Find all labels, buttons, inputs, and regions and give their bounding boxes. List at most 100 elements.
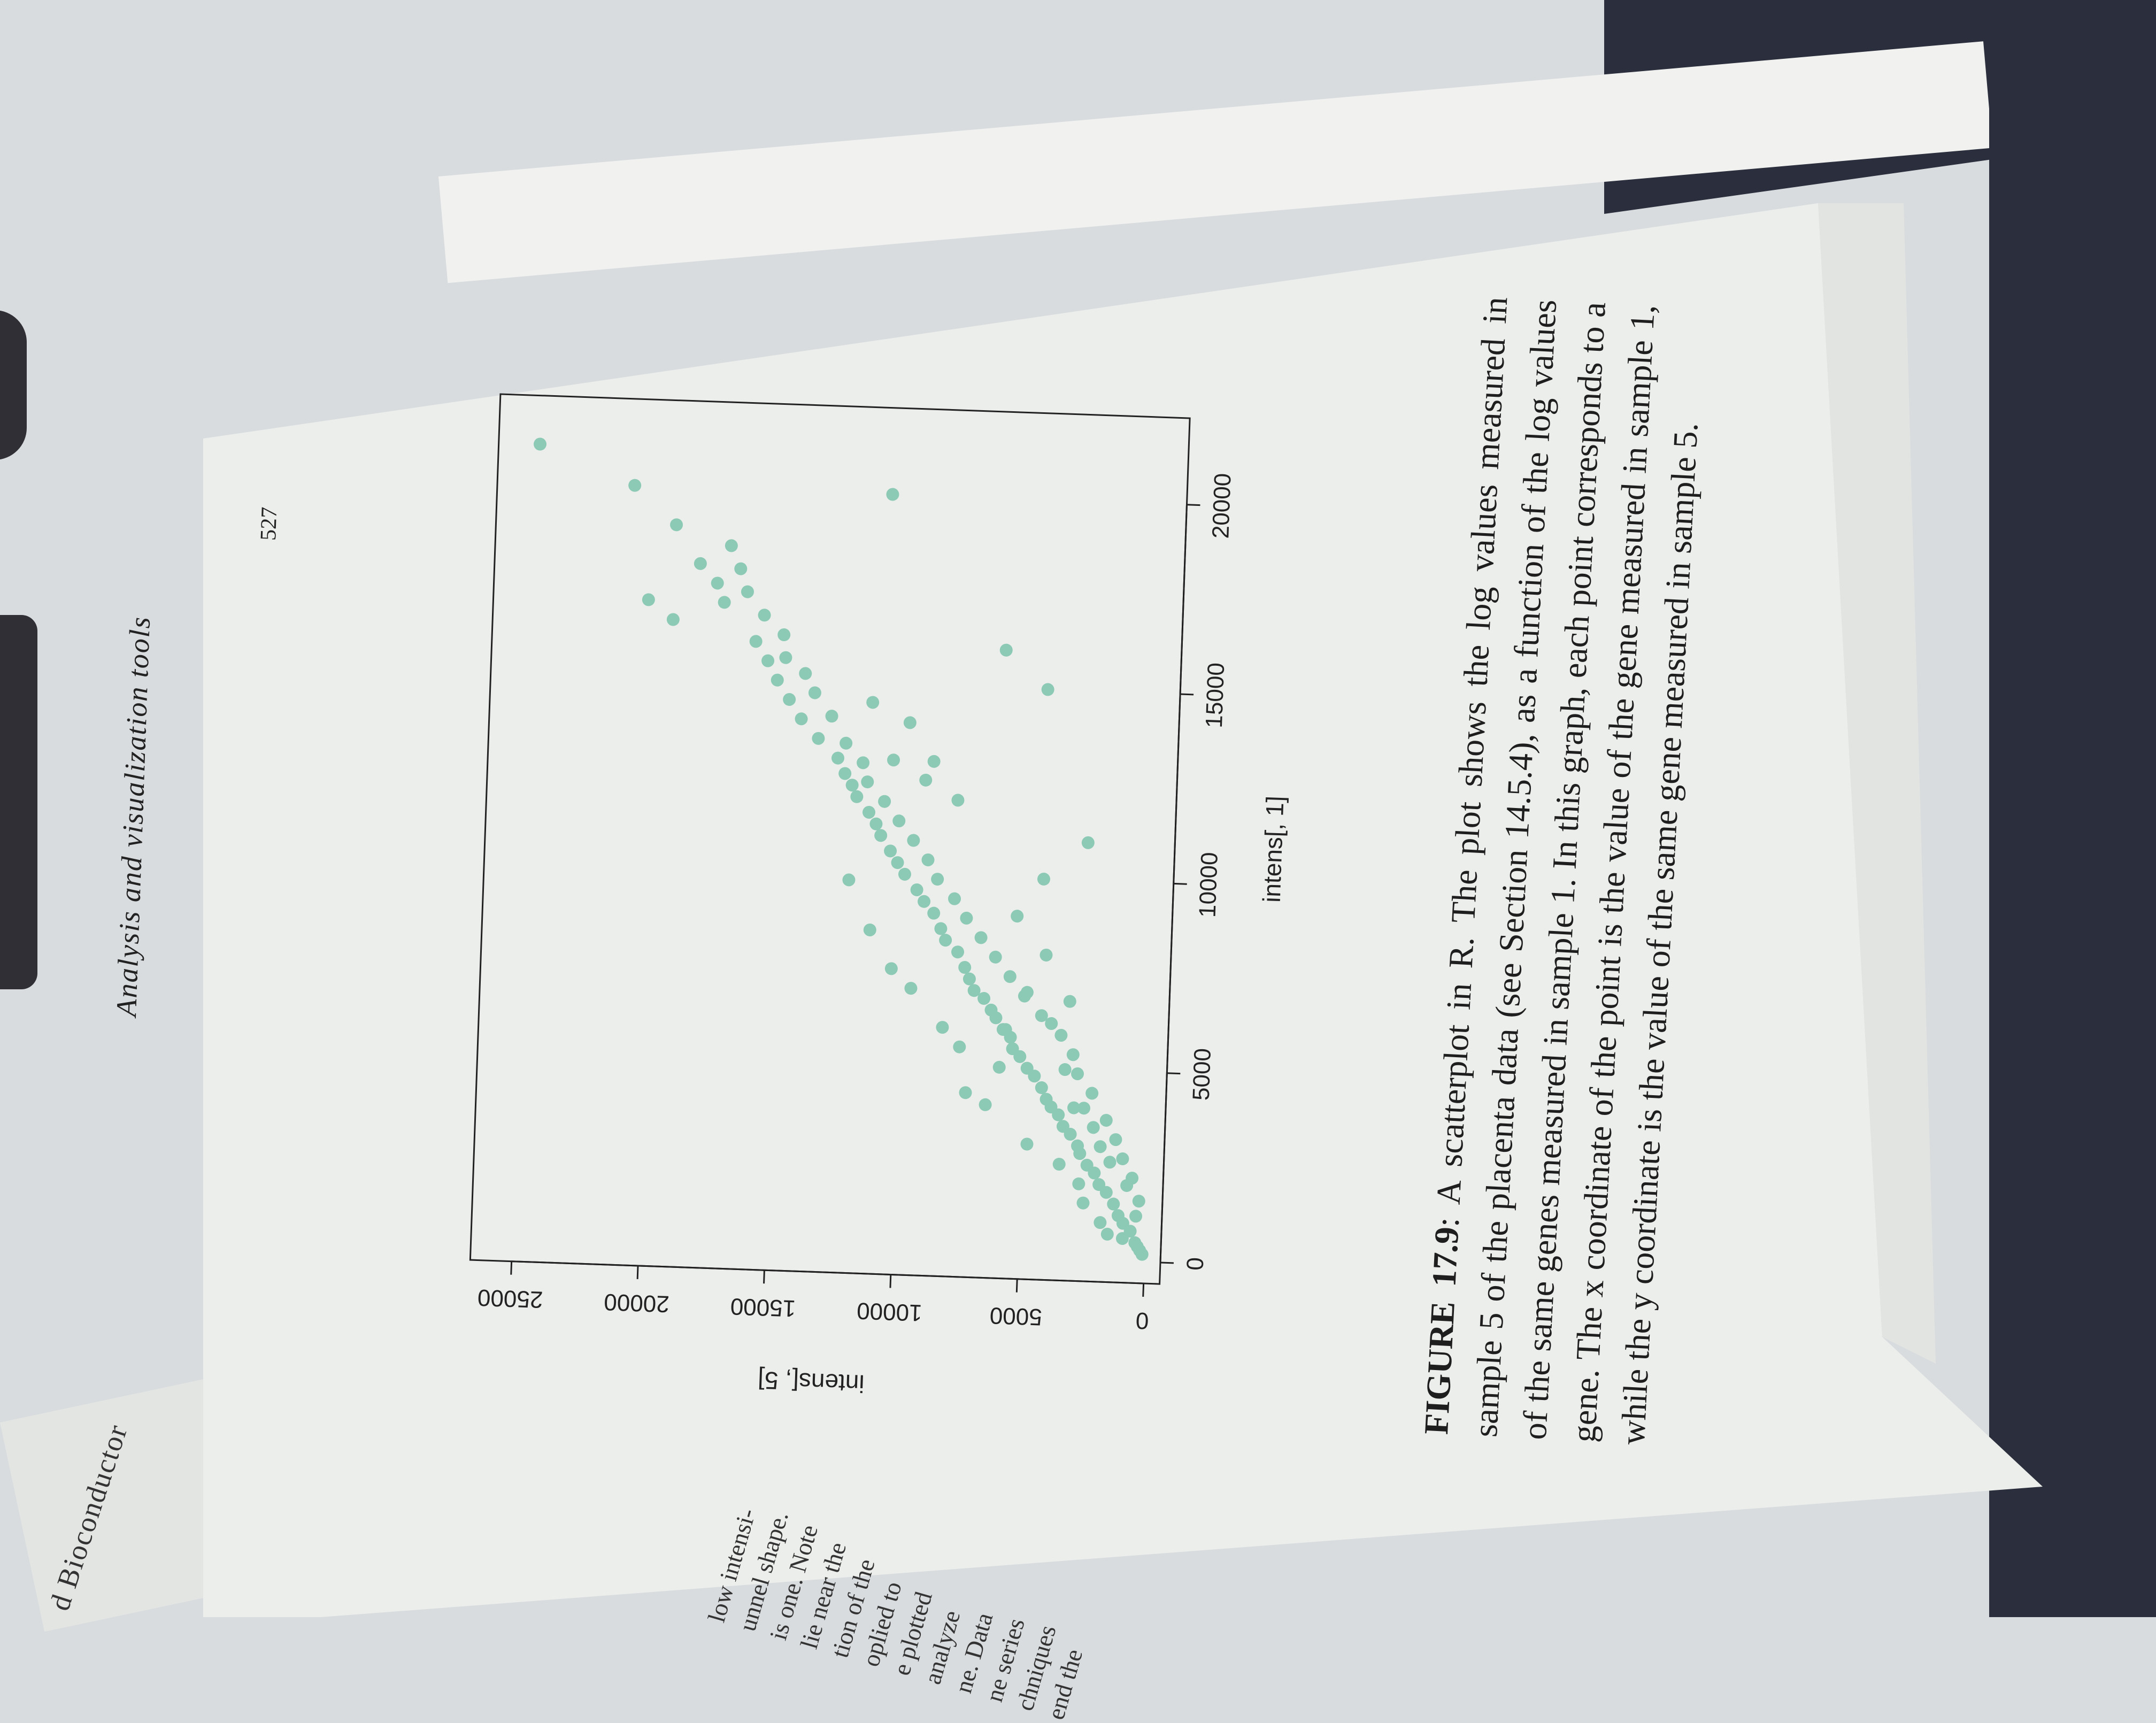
data-point bbox=[977, 992, 991, 1005]
y-tick bbox=[510, 1261, 513, 1275]
data-point bbox=[1132, 1195, 1145, 1208]
data-point bbox=[628, 479, 642, 492]
data-point bbox=[948, 892, 961, 905]
data-point bbox=[907, 834, 920, 847]
data-point bbox=[904, 982, 918, 995]
scatter-plot: 0 5000 10000 15000 20000 intens[, 1] 0 5000 1000… bbox=[469, 393, 1289, 1398]
x-tick bbox=[1173, 882, 1187, 885]
data-point bbox=[884, 844, 897, 858]
data-point bbox=[795, 712, 808, 726]
y-tick-label: 0 bbox=[1135, 1307, 1149, 1334]
data-point bbox=[1040, 1093, 1053, 1106]
data-point bbox=[1020, 1137, 1034, 1151]
y-tick bbox=[1142, 1283, 1145, 1297]
data-point bbox=[1037, 872, 1050, 886]
data-point bbox=[1092, 1178, 1106, 1191]
x-tick-label: 5000 bbox=[1188, 1048, 1216, 1101]
data-point bbox=[1109, 1133, 1122, 1147]
rotated-page: Analysis and visualization tools 527 0 50… bbox=[43, 296, 1705, 1722]
x-tick-label: 0 bbox=[1182, 1257, 1209, 1271]
desk-background bbox=[0, 0, 2156, 1617]
data-point bbox=[1116, 1152, 1129, 1166]
data-point bbox=[1035, 1081, 1048, 1095]
book-cover-lower bbox=[1989, 107, 2156, 1617]
data-point bbox=[999, 643, 1013, 657]
data-point bbox=[694, 557, 707, 570]
data-point bbox=[741, 585, 754, 598]
data-point bbox=[666, 613, 680, 626]
data-point bbox=[953, 1040, 966, 1053]
data-point bbox=[1006, 1042, 1019, 1056]
data-point bbox=[891, 856, 904, 870]
data-point bbox=[951, 945, 965, 959]
y-tick bbox=[763, 1270, 765, 1284]
data-point bbox=[1099, 1113, 1113, 1127]
data-point bbox=[1003, 970, 1017, 983]
data-point bbox=[1107, 1197, 1120, 1211]
y-axis-line bbox=[511, 1260, 1144, 1284]
data-point bbox=[799, 667, 812, 680]
x-axis-label: intens[, 1] bbox=[1258, 795, 1289, 903]
data-point bbox=[1011, 910, 1024, 923]
page-shadow bbox=[1818, 203, 1936, 1364]
data-point bbox=[1018, 989, 1031, 1003]
data-point bbox=[771, 673, 784, 687]
x-axis-line bbox=[1159, 504, 1188, 1263]
dark-object bbox=[0, 615, 37, 989]
y-tick-label: 25000 bbox=[477, 1284, 543, 1313]
data-point bbox=[777, 628, 791, 642]
data-point bbox=[934, 922, 948, 935]
page-sheet bbox=[203, 203, 2043, 1617]
data-point bbox=[1103, 1156, 1116, 1169]
data-point bbox=[931, 873, 944, 886]
data-point bbox=[1056, 1120, 1069, 1133]
x-tick bbox=[1167, 1072, 1181, 1075]
y-tick-label: 20000 bbox=[604, 1289, 670, 1317]
data-point bbox=[1126, 1172, 1139, 1185]
figure-label: FIGURE 17.9 bbox=[1416, 1226, 1466, 1436]
data-point bbox=[1094, 1216, 1107, 1229]
data-point bbox=[1066, 1048, 1080, 1062]
data-point bbox=[1052, 1158, 1066, 1171]
dark-object-top bbox=[0, 310, 27, 460]
data-point bbox=[749, 635, 763, 648]
x-tick-label: 10000 bbox=[1195, 852, 1223, 918]
data-point bbox=[999, 1023, 1012, 1036]
y-tick bbox=[636, 1265, 639, 1279]
data-point bbox=[840, 736, 853, 750]
data-point bbox=[921, 853, 935, 866]
data-point bbox=[670, 518, 683, 532]
data-point bbox=[812, 732, 825, 745]
x-tick bbox=[1180, 693, 1194, 696]
data-point bbox=[1111, 1209, 1125, 1222]
data-point bbox=[962, 972, 976, 986]
data-point bbox=[919, 773, 933, 787]
data-point bbox=[958, 961, 972, 974]
data-point bbox=[884, 962, 898, 975]
data-point bbox=[1063, 995, 1076, 1008]
data-point bbox=[936, 1021, 949, 1034]
data-point bbox=[1072, 1177, 1085, 1190]
data-point bbox=[845, 779, 859, 792]
data-point bbox=[1020, 1062, 1034, 1075]
data-point bbox=[779, 651, 792, 664]
data-point bbox=[1094, 1140, 1107, 1153]
book-page bbox=[203, 203, 2043, 1617]
data-point bbox=[831, 751, 845, 765]
x-tick-label: 15000 bbox=[1201, 662, 1229, 728]
data-point bbox=[967, 984, 981, 997]
data-point bbox=[857, 756, 870, 770]
data-point bbox=[1071, 1139, 1084, 1152]
data-point bbox=[842, 873, 856, 887]
data-point bbox=[974, 931, 988, 944]
data-point bbox=[878, 795, 891, 808]
data-point bbox=[533, 437, 546, 451]
data-point bbox=[783, 693, 796, 706]
y-tick bbox=[889, 1274, 892, 1288]
data-point bbox=[918, 895, 931, 908]
data-point bbox=[863, 923, 876, 936]
y-tick-label: 10000 bbox=[856, 1297, 922, 1326]
y-axis-label: intens[, 5] bbox=[757, 1366, 865, 1398]
data-point bbox=[1058, 1063, 1072, 1076]
data-point bbox=[711, 576, 724, 590]
